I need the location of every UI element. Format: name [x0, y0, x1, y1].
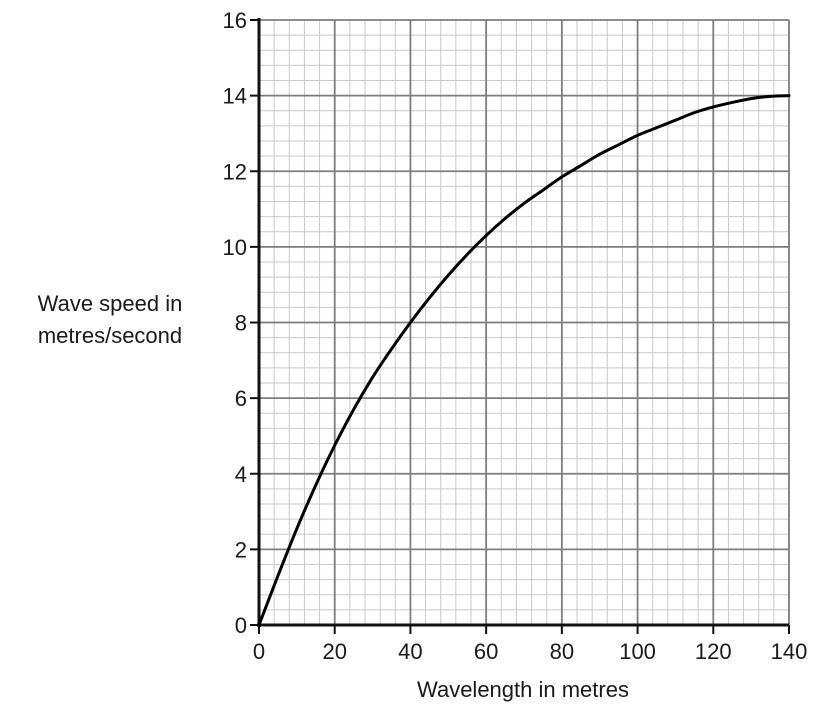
y-tick-label: 4 [235, 462, 247, 487]
y-tick-label: 14 [223, 84, 247, 109]
y-tick-labels: 0 2 4 6 8 10 12 14 16 [223, 8, 247, 638]
y-tick-label: 12 [223, 159, 247, 184]
x-tick-label: 0 [253, 639, 265, 664]
y-tick-label: 6 [235, 386, 247, 411]
x-tick-label: 120 [695, 639, 732, 664]
x-axis-label: Wavelength in metres [417, 677, 629, 702]
series-layer [257, 94, 791, 627]
y-tick-label: 10 [223, 235, 247, 260]
y-axis-label-line-2: metres/second [38, 323, 182, 348]
major-grid [258, 19, 790, 626]
wave-speed-curve [257, 94, 791, 627]
x-tick-label: 80 [550, 639, 574, 664]
y-tick-label: 8 [235, 311, 247, 336]
y-axis-label-line-1: Wave speed in [38, 291, 183, 316]
axes [250, 18, 790, 634]
x-tick-label: 40 [398, 639, 422, 664]
x-tick-label: 60 [474, 639, 498, 664]
x-tick-label: 140 [771, 639, 808, 664]
x-tick-labels: 0 20 40 60 80 100 120 140 [253, 639, 807, 664]
x-tick-label: 100 [619, 639, 656, 664]
y-tick-label: 16 [223, 8, 247, 33]
y-tick-label: 2 [235, 537, 247, 562]
x-tick-label: 20 [322, 639, 346, 664]
y-tick-label: 0 [235, 613, 247, 638]
